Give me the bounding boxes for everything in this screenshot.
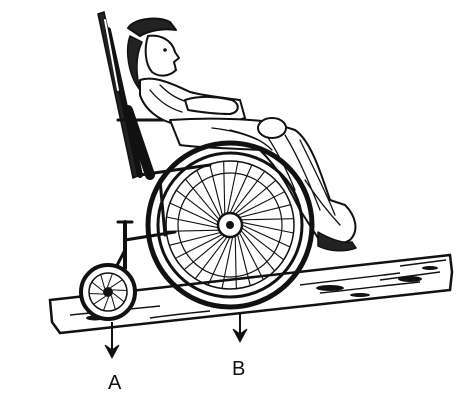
spoke <box>110 295 116 310</box>
spoke <box>234 179 277 215</box>
spoke <box>239 204 291 219</box>
spoke <box>184 178 220 221</box>
spoke <box>106 273 113 288</box>
spoke <box>236 234 251 286</box>
spoke <box>166 216 219 229</box>
spoke <box>175 233 223 259</box>
spoke <box>169 231 221 246</box>
spoke <box>175 189 219 223</box>
spoke <box>221 236 234 289</box>
spoke <box>226 161 239 214</box>
rear-wheel <box>145 140 315 310</box>
label-a: A <box>108 372 122 394</box>
arrow-a <box>104 322 120 360</box>
spoke <box>238 232 264 280</box>
spoke <box>229 164 253 214</box>
spoke <box>241 224 291 248</box>
spoke <box>89 292 104 295</box>
spoke <box>100 274 106 289</box>
spoke <box>112 289 127 292</box>
spoke <box>196 170 222 218</box>
spoke <box>169 202 219 226</box>
spoke <box>166 229 220 232</box>
spoke <box>93 295 106 305</box>
spoke <box>240 229 276 272</box>
spoke <box>194 236 228 280</box>
spoke <box>110 279 123 289</box>
spoke <box>241 221 294 234</box>
spoke <box>103 296 110 311</box>
caster-wheel <box>79 263 137 321</box>
spoke <box>183 235 226 271</box>
label-b: B <box>232 358 245 380</box>
spoke <box>241 227 285 261</box>
spoke <box>209 164 224 216</box>
spoke <box>91 281 104 292</box>
arrow-b <box>232 312 248 344</box>
spoke <box>232 170 266 214</box>
spoke <box>223 161 226 215</box>
spoke <box>207 236 231 286</box>
spoke <box>240 218 294 221</box>
spoke <box>234 235 237 289</box>
spoke <box>112 292 125 303</box>
spoke <box>237 191 285 217</box>
